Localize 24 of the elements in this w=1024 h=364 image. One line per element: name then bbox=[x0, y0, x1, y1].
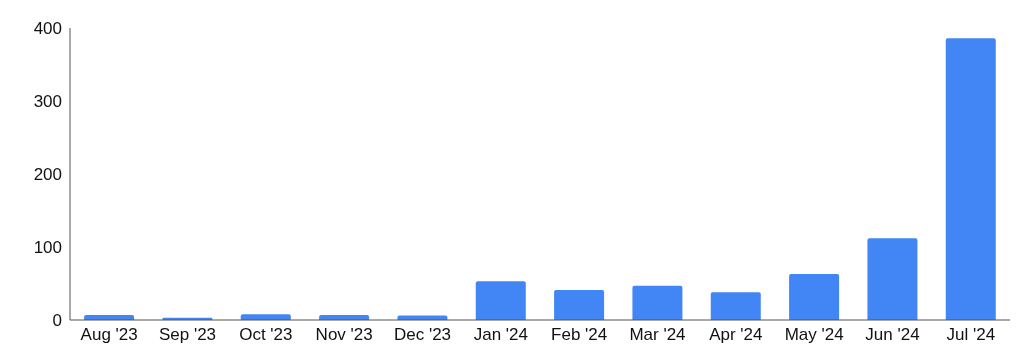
x-tick-label: Oct '23 bbox=[239, 325, 293, 345]
x-tick-label: Feb '24 bbox=[551, 325, 608, 345]
y-tick-label: 200 bbox=[33, 165, 62, 185]
x-tick-label: Dec '23 bbox=[393, 325, 452, 345]
x-tick-label: Apr '24 bbox=[709, 325, 763, 345]
x-tick-label: Jan '24 bbox=[473, 325, 528, 345]
bar bbox=[867, 238, 918, 320]
bar bbox=[945, 38, 996, 320]
y-tick-label: 100 bbox=[33, 238, 62, 258]
bar bbox=[710, 292, 761, 320]
x-tick-label: Jul '24 bbox=[946, 325, 996, 345]
x-tick-label: Mar '24 bbox=[629, 325, 686, 345]
bar bbox=[475, 281, 526, 320]
bar bbox=[554, 290, 605, 320]
bar bbox=[789, 274, 840, 320]
x-tick-label: May '24 bbox=[784, 325, 844, 345]
y-tick-label: 400 bbox=[33, 19, 62, 39]
x-tick-label: Sep '23 bbox=[158, 325, 217, 345]
y-tick-label: 300 bbox=[33, 92, 62, 112]
x-tick-label: Nov '23 bbox=[315, 325, 373, 345]
x-tick-label: Jun '24 bbox=[865, 325, 920, 345]
bar bbox=[632, 285, 683, 320]
y-tick-label: 0 bbox=[52, 311, 62, 331]
x-tick-label: Aug '23 bbox=[80, 325, 138, 345]
